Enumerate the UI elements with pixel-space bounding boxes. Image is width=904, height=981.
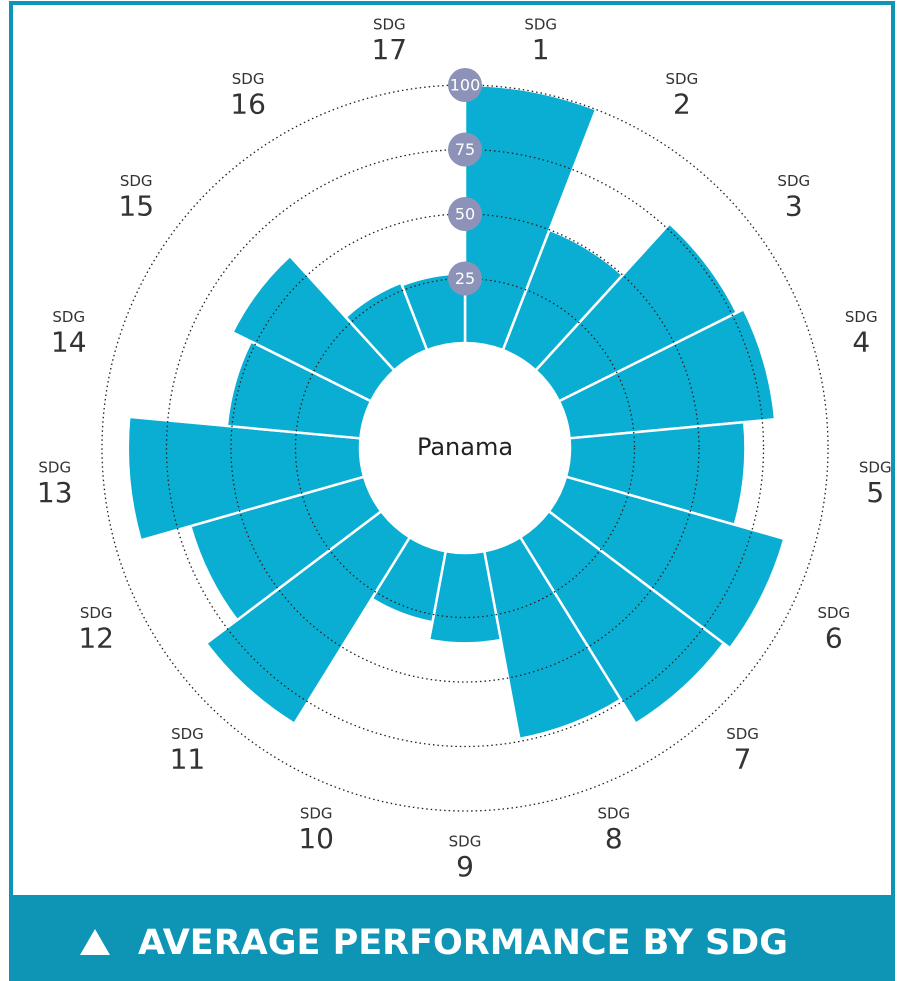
category-label: 5: [866, 476, 884, 509]
category-prefix: SDG: [449, 833, 482, 851]
category-prefix: SDG: [817, 604, 850, 622]
category-label: 16: [230, 88, 266, 121]
y-tick-label: 75: [455, 140, 475, 159]
grid-ring: [230, 213, 700, 683]
category-prefix: SDG: [597, 805, 630, 823]
category-prefix: SDG: [171, 725, 204, 743]
category-label: 3: [785, 190, 803, 223]
tick-badge: [448, 68, 482, 102]
category-prefix: SDG: [777, 172, 810, 190]
center-label: Panama: [417, 433, 513, 461]
category-prefix: SDG: [859, 459, 892, 477]
category-label: 12: [78, 622, 114, 655]
category-label: 15: [118, 190, 154, 223]
title-icon: [80, 929, 110, 955]
y-tick-label: 25: [455, 269, 475, 288]
tick-badge: [448, 132, 482, 167]
category-prefix: SDG: [666, 70, 699, 88]
category-label: 1: [532, 33, 550, 66]
category-prefix: SDG: [373, 16, 406, 34]
rings: [101, 84, 829, 812]
category-label: 14: [51, 325, 87, 358]
chart-title: AVERAGE PERFORMANCE BY SDG: [138, 923, 788, 963]
bars: [126, 83, 786, 741]
category-label: 6: [825, 622, 843, 655]
title-banner: [9, 895, 895, 981]
labels: SDG1SDG2SDG3SDG4SDG5SDG6SDG7SDG8SDG9SDG1…: [37, 16, 892, 883]
category-prefix: SDG: [52, 308, 85, 326]
category-prefix: SDG: [300, 805, 333, 823]
category-label: 8: [605, 822, 623, 855]
category-label: 4: [852, 325, 870, 358]
y-tick-label: 50: [455, 205, 475, 224]
category-prefix: SDG: [845, 308, 878, 326]
category-label: 9: [456, 850, 474, 883]
category-prefix: SDG: [120, 172, 153, 190]
category-prefix: SDG: [726, 725, 759, 743]
category-prefix: SDG: [80, 604, 113, 622]
grid-ring: [165, 148, 765, 748]
category-label: 13: [37, 476, 73, 509]
center-circle: [360, 343, 570, 553]
category-prefix: SDG: [524, 16, 557, 34]
category-label: 17: [371, 33, 407, 66]
category-label: 10: [298, 822, 334, 855]
category-label: 7: [734, 742, 752, 775]
grid-ring: [101, 84, 829, 812]
category-prefix: SDG: [38, 459, 71, 477]
category-label: 11: [170, 742, 206, 775]
category-label: 2: [673, 88, 691, 121]
grid-ring: [294, 277, 636, 619]
tick-badge: [448, 261, 482, 296]
y-tick-label: 100: [450, 76, 481, 95]
tick-badge: [448, 197, 482, 231]
category-prefix: SDG: [232, 70, 265, 88]
